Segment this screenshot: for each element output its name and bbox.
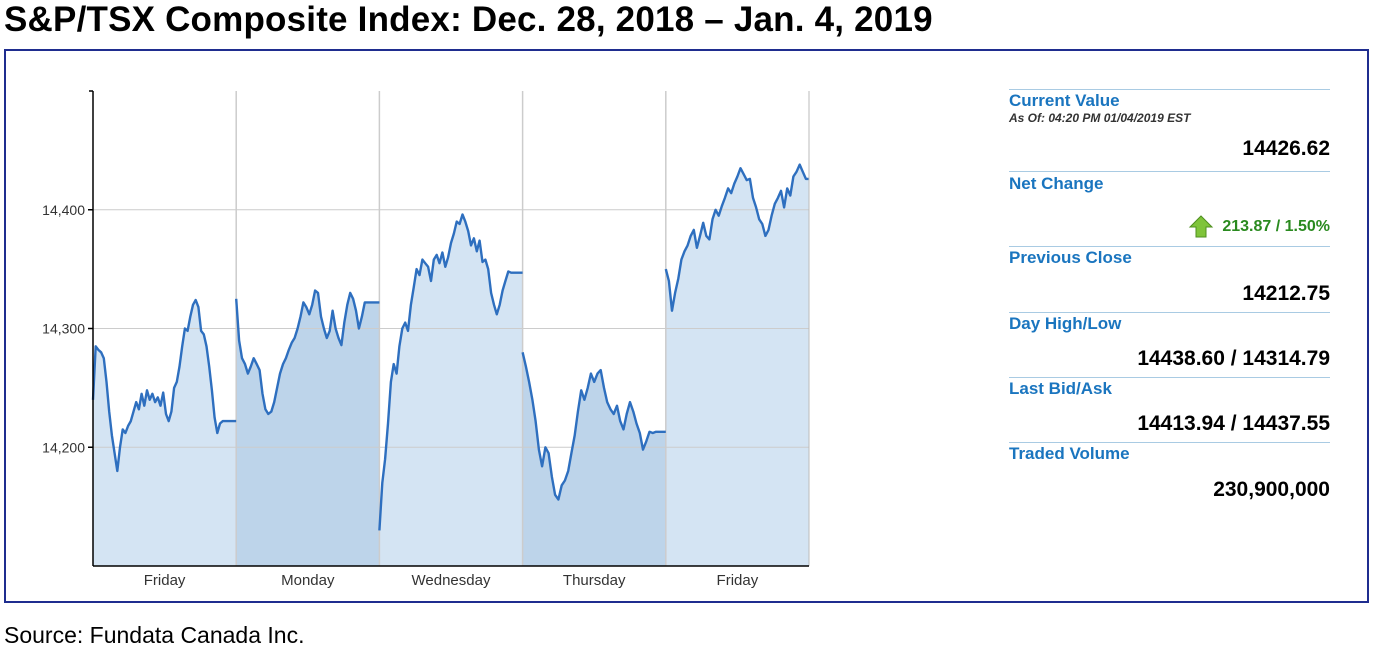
y-tick-label: 14,400: [42, 202, 85, 218]
previous-close-value: 14212.75: [1242, 282, 1330, 305]
series-line-wednesday: [378, 213, 523, 531]
day-high-low-label: Day High/Low: [1009, 314, 1122, 333]
series-line-thursday: [521, 352, 666, 501]
area-fill-monday: [236, 290, 380, 566]
net-change-row: 213.87 / 1.50%: [1009, 214, 1330, 240]
quote-panel: Current Value As Of: 04:20 PM 01/04/2019…: [1009, 89, 1330, 502]
area-fill-friday: [665, 164, 809, 566]
area-fill-friday: [93, 300, 237, 566]
traded-volume-value: 230,900,000: [1213, 478, 1330, 501]
net-change-value: 213.87 / 1.50%: [1222, 218, 1330, 235]
panel-divider: [1009, 442, 1330, 443]
chart-frame: 14,200 14,300 14,400 Friday Monday Wednesday T…: [4, 49, 1369, 603]
panel-divider: [1009, 377, 1330, 378]
traded-volume-label: Traded Volume: [1009, 444, 1130, 463]
last-bid-ask-value: 14413.94 / 14437.55: [1137, 412, 1330, 435]
x-tick-label: Thursday: [563, 572, 626, 589]
last-bid-ask-label: Last Bid/Ask: [1009, 379, 1112, 398]
as-of-timestamp: As Of: 04:20 PM 01/04/2019 EST: [1009, 111, 1191, 125]
day-high-low-value: 14438.60 / 14314.79: [1137, 347, 1330, 370]
up-arrow-icon: [1189, 215, 1214, 238]
y-tick-label: 14,300: [42, 321, 85, 337]
panel-divider: [1009, 171, 1330, 172]
x-tick-label: Friday: [144, 572, 186, 589]
x-tick-label: Friday: [717, 572, 759, 589]
panel-divider: [1009, 312, 1330, 313]
page-title: S&P/TSX Composite Index: Dec. 28, 2018 –…: [4, 0, 933, 39]
current-value-label: Current Value: [1009, 91, 1120, 110]
series-line-friday: [91, 298, 237, 473]
series-line-friday: [664, 163, 809, 312]
panel-divider: [1009, 246, 1330, 247]
x-tick-label: Wednesday: [412, 572, 491, 589]
previous-close-label: Previous Close: [1009, 248, 1132, 267]
panel-divider: [1009, 89, 1330, 90]
y-tick-label: 14,200: [42, 439, 85, 455]
net-change-label: Net Change: [1009, 174, 1104, 193]
x-tick-label: Monday: [281, 572, 335, 589]
source-note: Source: Fundata Canada Inc.: [4, 622, 305, 648]
series-line-monday: [235, 289, 380, 416]
chart-plot: 14,200 14,300 14,400 Friday Monday Wednesday T…: [42, 90, 810, 589]
area-fill-wednesday: [379, 214, 523, 566]
current-value: 14426.62: [1242, 137, 1330, 160]
